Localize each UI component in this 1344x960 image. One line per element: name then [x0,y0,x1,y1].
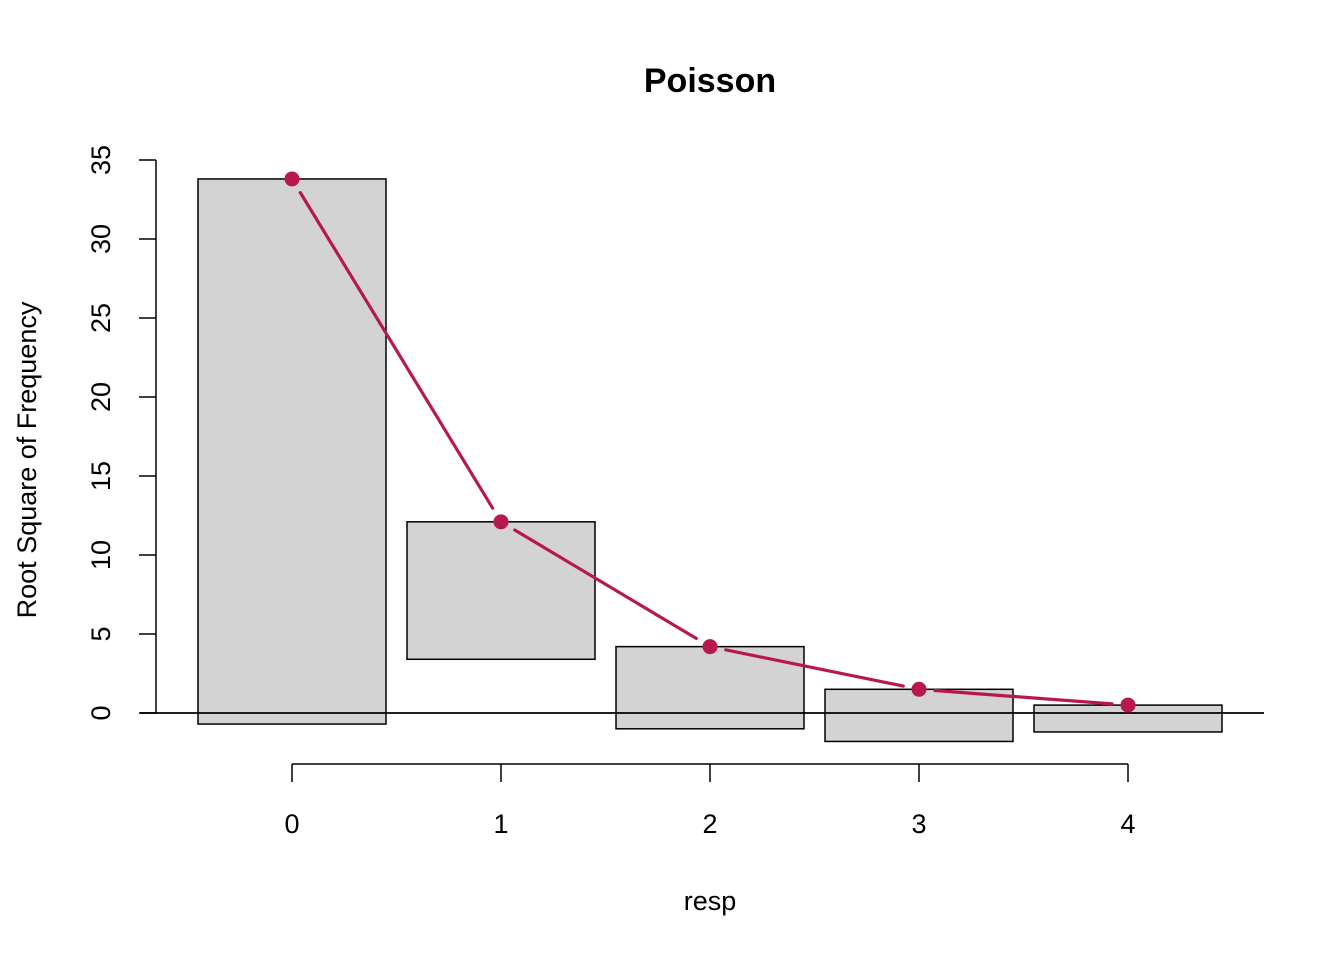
bar [615,645,805,730]
x-tick-label: 3 [911,809,926,839]
expected-curve-segment [298,191,495,510]
bar [406,521,596,661]
expected-point [911,681,927,697]
expected-curve-group [284,171,1136,713]
bars-group [197,178,1223,743]
expected-curve-segment [513,528,698,641]
x-tick-label: 1 [493,809,508,839]
expected-point [493,514,509,530]
x-axis-label: resp [684,886,737,916]
x-tick-label: 0 [284,809,299,839]
x-tick-label: 4 [1120,809,1135,839]
y-tick-label: 15 [86,461,116,491]
y-tick-label: 25 [86,303,116,333]
expected-point [702,639,718,655]
y-tick-label: 20 [86,382,116,412]
expected-curve-segment [724,648,905,688]
bar [197,178,387,725]
expected-point [1120,697,1136,713]
chart-title: Poisson [644,62,776,100]
bar [824,688,1014,743]
expected-curve-segment [933,688,1114,706]
y-axis: 0 5 10 15 20 25 30 35 [86,145,157,721]
x-axis: 0 1 2 3 4 [284,763,1136,839]
y-tick-label: 5 [86,626,116,641]
expected-point [284,171,300,187]
y-tick-label: 0 [86,705,116,720]
y-tick-label: 10 [86,540,116,570]
y-axis-label: Root Square of Frequency [12,301,42,618]
y-tick-label: 35 [86,145,116,175]
y-tick-label: 30 [86,224,116,254]
x-tick-label: 2 [702,809,717,839]
